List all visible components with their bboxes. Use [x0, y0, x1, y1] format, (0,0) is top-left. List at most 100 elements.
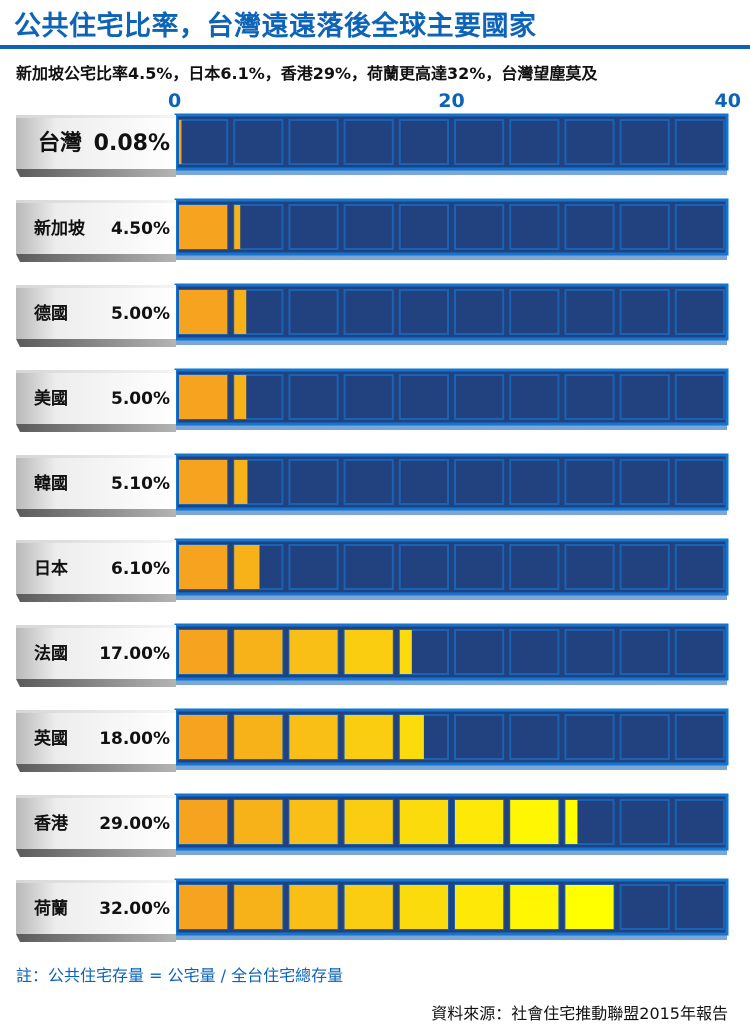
bar-track-cell	[343, 374, 394, 420]
label-block	[16, 795, 176, 849]
label-block-top	[16, 370, 176, 373]
label-block	[16, 625, 176, 679]
label-block-bottom	[16, 169, 176, 177]
bar-track-cell	[454, 289, 505, 335]
label-block	[16, 455, 176, 509]
bar-row: 美國 5.00%	[16, 368, 729, 432]
bar-track-cell	[674, 629, 725, 675]
bar-track-cell	[233, 119, 284, 165]
bar-track-cell	[564, 119, 615, 165]
bar-track-cell	[674, 714, 725, 760]
bar-track	[174, 198, 729, 256]
bar-track-cell	[619, 714, 670, 760]
label-block-bottom	[16, 849, 176, 857]
bar-track-cell	[398, 204, 449, 250]
bar-track-cell	[619, 629, 670, 675]
category-label: 台灣	[38, 130, 82, 156]
bar-track-cell	[674, 119, 725, 165]
bar-track-cell	[674, 289, 725, 335]
bar-track-cell	[509, 289, 560, 335]
bar-track-shadow	[176, 507, 727, 515]
category-label: 荷蘭	[34, 898, 68, 919]
bar-value-segment	[234, 715, 283, 759]
bar-value-segment	[234, 375, 247, 419]
bar-track-cell	[343, 459, 394, 505]
label-block-top	[16, 115, 176, 118]
bar-chart: 0 20 40 台灣 0.08% 新加坡 4.50% 德國 5.00% 美國 5.00% 韓國 5.1…	[16, 90, 741, 942]
label-block-bottom	[16, 509, 176, 517]
bar-track-cell	[509, 714, 560, 760]
bar-value-segment	[234, 205, 241, 249]
bar-value-segment	[289, 885, 338, 929]
bar-track-cell	[509, 544, 560, 590]
category-label: 日本	[34, 558, 68, 579]
bar-track-cell	[619, 459, 670, 505]
bar-track-shadow	[176, 932, 727, 940]
page-title: 公共住宅比率，台灣遠遠落後全球主要國家	[14, 11, 537, 42]
label-block-bottom	[16, 594, 176, 602]
label-block-bottom	[16, 254, 176, 262]
bar-row: 香港 29.00%	[16, 793, 729, 857]
bar-row: 荷蘭 32.00%	[16, 878, 729, 942]
bar-track-cell	[674, 544, 725, 590]
source-credit: 資料來源：社會住宅推動聯盟2015年報告	[431, 1004, 728, 1023]
label-block-top	[16, 285, 176, 288]
bar-track-cell	[398, 289, 449, 335]
label-block-bottom	[16, 934, 176, 942]
bar-track-cell	[619, 119, 670, 165]
bar-row: 日本 6.10%	[16, 538, 729, 602]
bar-track-cell	[509, 119, 560, 165]
bar-track-cell	[288, 544, 339, 590]
bar-track-cell	[564, 289, 615, 335]
category-label: 韓國	[34, 473, 68, 494]
bar-track-shadow	[176, 337, 727, 345]
bar-value-segment	[234, 290, 247, 334]
bar-value-segment	[179, 545, 228, 589]
bar-track-cell	[454, 204, 505, 250]
label-block	[16, 200, 176, 254]
bar-value-segment	[179, 375, 228, 419]
bar-track-cell	[454, 119, 505, 165]
bar-track-shadow	[176, 762, 727, 770]
bar-track	[174, 113, 729, 171]
bar-track-cell	[454, 544, 505, 590]
bar-track-shadow	[176, 252, 727, 260]
value-label: 32.00%	[99, 899, 170, 919]
bar-track-cell	[619, 544, 670, 590]
bar-track-cell	[619, 799, 670, 845]
bar-row: 德國 5.00%	[16, 283, 729, 347]
bar-track-cell	[454, 374, 505, 420]
bar-track-cell	[454, 714, 505, 760]
bar-track-shadow	[176, 847, 727, 855]
bar-track-cell	[343, 289, 394, 335]
label-block	[16, 370, 176, 424]
label-block-bottom	[16, 679, 176, 687]
bar-value-segment	[289, 630, 338, 674]
bar-track-cell	[398, 544, 449, 590]
bar-track-cell	[509, 629, 560, 675]
bar-track-cell	[509, 204, 560, 250]
bar-track-shadow	[176, 677, 727, 685]
bar-value-segment	[399, 630, 412, 674]
label-block-top	[16, 455, 176, 458]
bar-value-segment	[179, 800, 228, 844]
bar-value-segment	[510, 800, 559, 844]
bar-track	[174, 283, 729, 341]
value-label: 29.00%	[99, 814, 170, 834]
bar-track-cell	[509, 459, 560, 505]
bar-track-cell	[288, 119, 339, 165]
bar-value-segment	[455, 885, 504, 929]
value-label: 17.00%	[99, 644, 170, 664]
bar-track-shadow	[176, 592, 727, 600]
label-block	[16, 540, 176, 594]
bar-track-cell	[564, 204, 615, 250]
bar-value-segment	[344, 715, 393, 759]
label-block-top	[16, 200, 176, 203]
bar-track-cell	[674, 459, 725, 505]
bar-track-cell	[288, 374, 339, 420]
bar-value-segment	[234, 885, 283, 929]
x-tick-label: 20	[438, 90, 464, 112]
footnote: 註：公共住宅存量 = 公宅量 / 全台住宅總存量	[16, 966, 344, 985]
bar-value-segment	[234, 630, 283, 674]
label-block	[16, 710, 176, 764]
